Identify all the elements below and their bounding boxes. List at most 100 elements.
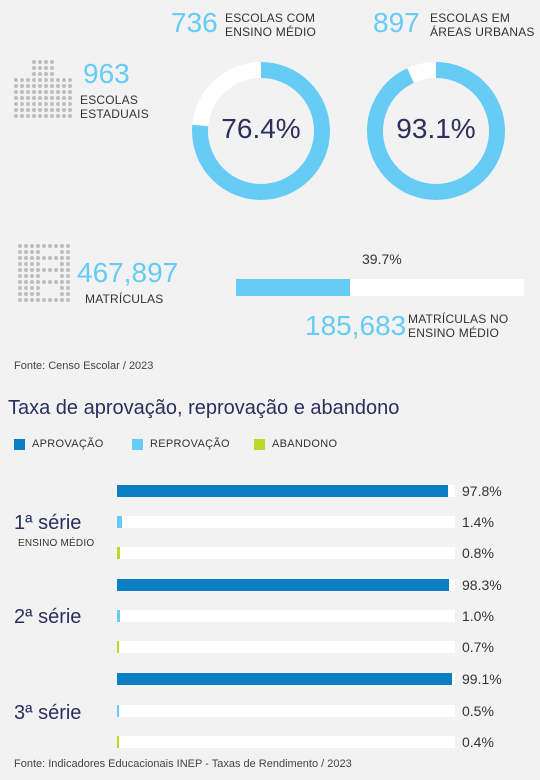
icon-dot: [24, 250, 28, 254]
icon-dot: [18, 262, 22, 266]
icon-dot: [36, 244, 40, 248]
icon-dot: [26, 96, 30, 100]
icon-dot: [66, 268, 70, 272]
bar-track: [117, 673, 455, 685]
bar-track: [117, 641, 455, 653]
icon-dot: [60, 262, 64, 266]
icon-dot: [14, 114, 18, 118]
icon-dot: [24, 262, 28, 266]
icon-dot: [20, 108, 24, 112]
icon-dot: [30, 286, 34, 290]
icon-dot: [36, 298, 40, 302]
icon-dot: [66, 280, 70, 284]
icon-dot: [32, 60, 36, 64]
bar-aprovacao-2: [117, 579, 450, 591]
icon-dot: [62, 90, 66, 94]
icon-dot: [24, 292, 28, 296]
bar-track: [117, 705, 455, 717]
category-label-2: 2ª série: [14, 606, 82, 628]
icon-dot: [30, 298, 34, 302]
icon-dot: [44, 90, 48, 94]
icon-dot: [62, 78, 66, 82]
icon-dot: [42, 268, 46, 272]
donut-areas-urbanas-percent: 93.1%: [396, 113, 476, 144]
icon-dot: [60, 280, 64, 284]
bar-track: [117, 547, 455, 559]
icon-dot: [20, 84, 24, 88]
bar-track: [117, 736, 455, 748]
icon-dot: [60, 286, 64, 290]
icon-dot: [26, 102, 30, 106]
icon-dot: [20, 114, 24, 118]
bar-reprovacao-1: [117, 516, 122, 528]
icon-dot: [32, 96, 36, 100]
icon-dot: [56, 78, 60, 82]
icon-dot: [60, 298, 64, 302]
icon-dot: [56, 90, 60, 94]
school-building-icon: [14, 60, 74, 118]
icon-dot: [66, 244, 70, 248]
icon-dot: [14, 102, 18, 106]
donut-ensino-medio: [192, 62, 330, 200]
donut-areas-urbanas: [367, 62, 505, 200]
icon-dot: [60, 292, 64, 296]
icon-dot: [54, 298, 58, 302]
bar-aprovacao-3: [117, 673, 452, 685]
matriculas-ensino-medio-label-line2: ENSINO MÉDIO: [408, 326, 500, 340]
icon-dot: [24, 280, 28, 284]
icon-dot: [32, 108, 36, 112]
icon-dot: [54, 244, 58, 248]
icon-dot: [30, 280, 34, 284]
icon-dot: [44, 84, 48, 88]
icon-dot: [38, 72, 42, 76]
icon-dot: [50, 84, 54, 88]
icon-dot: [56, 114, 60, 118]
legend-aprovacao-label: APROVAÇÃO: [32, 438, 104, 450]
bar-track: [117, 516, 455, 528]
legend-abandono: ABANDONO: [254, 438, 337, 450]
donut-ensino-medio-percent: 76.4%: [221, 113, 301, 144]
bar-label-aprovacao-3: 99.1%: [462, 671, 502, 687]
icon-dot: [18, 256, 22, 260]
icon-dot: [68, 96, 72, 100]
icon-dot: [24, 268, 28, 272]
icon-dot: [62, 102, 66, 106]
icon-dot: [60, 250, 64, 254]
icon-dot: [20, 96, 24, 100]
icon-dot: [48, 244, 52, 248]
icon-dot: [26, 90, 30, 94]
bar-abandono-1: [117, 547, 120, 559]
matriculas-ensino-medio-label-line1: MATRÍCULAS NO: [408, 312, 509, 326]
icon-dot: [24, 298, 28, 302]
icon-dot: [36, 280, 40, 284]
icon-dot: [26, 114, 30, 118]
icon-dot: [32, 114, 36, 118]
ensino-medio-value: 736: [171, 7, 218, 38]
icon-dot: [68, 102, 72, 106]
donut-areas-urbanas-arc: [367, 62, 505, 200]
icon-dot: [50, 90, 54, 94]
areas-urbanas-label: ESCOLAS EM ÁREAS URBANAS: [430, 11, 535, 39]
icon-dot: [26, 84, 30, 88]
bar-aprovacao-1: [117, 485, 448, 497]
icon-dot: [30, 256, 34, 260]
ensino-medio-label: ESCOLAS COM ENSINO MÉDIO: [225, 11, 316, 39]
legend-aprovacao: APROVAÇÃO: [14, 438, 132, 450]
icon-dot: [38, 60, 42, 64]
icon-dot: [50, 114, 54, 118]
icon-dot: [66, 274, 70, 278]
bar-label-reprovacao-1: 1.4%: [462, 514, 494, 530]
icon-dot: [32, 78, 36, 82]
icon-dot: [30, 262, 34, 266]
bar-reprovacao-3: [117, 705, 119, 717]
icon-dot: [68, 84, 72, 88]
icon-dot: [54, 268, 58, 272]
matriculas-label: MATRÍCULAS: [85, 292, 164, 306]
icon-dot: [18, 292, 22, 296]
icon-dot: [18, 274, 22, 278]
icon-dot: [38, 84, 42, 88]
icon-dot: [26, 108, 30, 112]
icon-dot: [66, 286, 70, 290]
bar-label-reprovacao-3: 0.5%: [462, 703, 494, 719]
bar-track: [117, 485, 455, 497]
